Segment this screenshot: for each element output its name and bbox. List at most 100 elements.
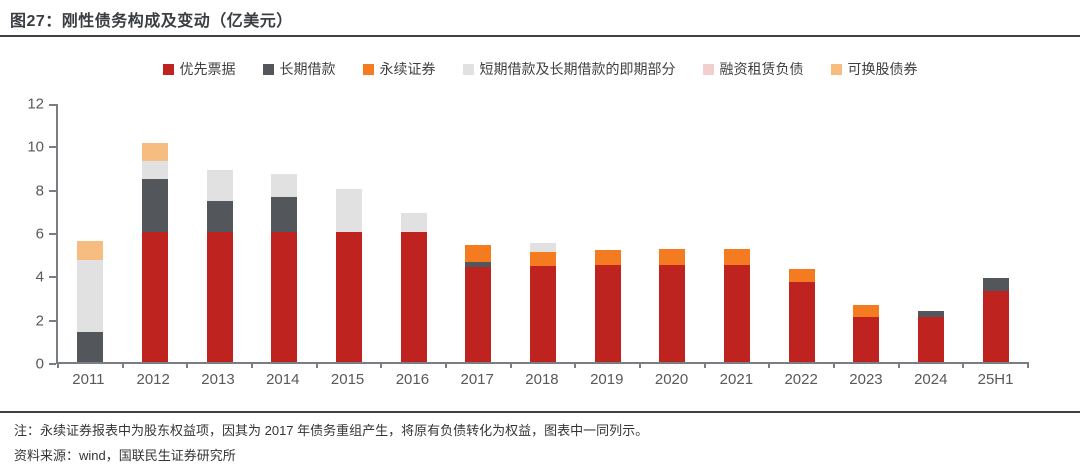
bar-slot xyxy=(511,242,576,362)
y-axis-tick-label: 12 xyxy=(27,95,44,113)
x-axis-tick xyxy=(833,362,835,368)
legend-item: 可换股债券 xyxy=(830,59,918,79)
legend-swatch-icon xyxy=(462,63,474,75)
x-axis-label: 2022 xyxy=(784,371,818,388)
x-axis-tick xyxy=(768,362,771,368)
x-axis-label: 2015 xyxy=(330,371,365,388)
y-axis-tick xyxy=(49,146,56,149)
bar-stack xyxy=(853,304,880,362)
bar-stack xyxy=(659,249,686,362)
legend-swatch-icon xyxy=(702,63,714,75)
bar-stack xyxy=(918,311,945,362)
x-axis-tick xyxy=(509,362,512,368)
bar-slot xyxy=(640,249,705,362)
bar-segment xyxy=(400,232,427,362)
bar-slot xyxy=(187,170,252,362)
bar-segment xyxy=(724,249,751,265)
bar-stack xyxy=(77,240,104,362)
y-axis-tick-label: 0 xyxy=(35,355,44,373)
y-axis-tick xyxy=(49,104,56,106)
bar-segment xyxy=(77,240,104,261)
legend-label: 长期借款 xyxy=(279,61,336,77)
bar-slot xyxy=(58,240,123,362)
x-axis-label: 2018 xyxy=(525,371,559,388)
x-axis-label: 2021 xyxy=(719,371,754,388)
bar-segment xyxy=(271,232,298,362)
bar-segment xyxy=(336,232,363,362)
legend-item: 短期借款及长期借款的即期部分 xyxy=(462,59,676,79)
bar-segment xyxy=(336,188,363,232)
x-axis-label: 2024 xyxy=(914,371,948,388)
bar-segment xyxy=(982,290,1009,362)
bar-segment xyxy=(530,251,557,266)
legend-swatch-icon xyxy=(162,63,174,75)
bar-slot xyxy=(963,277,1028,362)
bar-slot xyxy=(705,249,770,362)
bar-segment xyxy=(465,266,492,362)
bar-segment xyxy=(982,277,1009,291)
bar-segment xyxy=(659,249,686,265)
x-axis-tick xyxy=(121,362,124,368)
legend-item: 优先票据 xyxy=(162,59,236,79)
bar-segment xyxy=(659,264,686,362)
x-axis-tick xyxy=(315,362,318,368)
bar-slots xyxy=(58,104,1028,362)
legend-item: 融资租赁负债 xyxy=(702,59,804,79)
bar-segment xyxy=(142,178,168,232)
bar-segment xyxy=(918,316,945,362)
bar-segment xyxy=(853,316,880,362)
bar-slot xyxy=(446,245,511,362)
x-axis-label: 2017 xyxy=(460,371,494,388)
note-text: 注：永续证券报表中为股东权益项，因其为 2017 年债务重组产生，将原有负债转化… xyxy=(14,423,649,438)
bar-stack xyxy=(724,249,751,362)
x-axis-tick xyxy=(186,362,189,368)
bar-slot xyxy=(123,143,188,362)
bar-segment xyxy=(206,232,233,362)
bar-segment xyxy=(594,250,621,265)
y-axis-tick xyxy=(49,233,56,235)
legend-item: 长期借款 xyxy=(262,59,336,79)
bar-slot xyxy=(575,250,640,362)
bar-stack xyxy=(465,245,492,362)
x-axis-tick xyxy=(897,362,900,368)
legend-label: 优先票据 xyxy=(179,61,236,77)
legend-swatch-icon xyxy=(262,63,274,75)
x-axis-label: 2016 xyxy=(395,371,430,388)
bar-segment xyxy=(206,170,233,201)
y-axis-tick-label: 10 xyxy=(27,138,44,156)
y-axis-tick-label: 2 xyxy=(35,312,44,330)
x-axis-labels: 2011 2012 2013 2014 2015 2016 2017 2018 2019 2020… xyxy=(56,371,1028,388)
x-axis-tick xyxy=(251,362,253,368)
title-rule xyxy=(0,35,1080,37)
bar-segment xyxy=(142,143,168,161)
bar-segment xyxy=(465,245,492,263)
x-axis-tick xyxy=(1027,362,1029,368)
source-text: 资料来源：wind，国联民生证券研究所 xyxy=(14,448,236,464)
x-axis-tick xyxy=(962,362,965,368)
legend-swatch-icon xyxy=(830,63,842,75)
bar-stack xyxy=(982,277,1009,362)
legend-label: 永续证券 xyxy=(379,61,436,77)
legend: 优先票据 长期借款 永续证券 短期借款及长期借款的即期部分 融资租赁负债 可换股债券 xyxy=(0,59,1080,79)
bar-stack xyxy=(788,268,815,362)
legend-label: 短期借款及长期借款的即期部分 xyxy=(479,61,676,77)
bar-stack xyxy=(336,188,363,362)
legend-label: 可换股债券 xyxy=(847,61,918,77)
x-axis-label: 2020 xyxy=(654,371,689,388)
x-axis-label: 2013 xyxy=(201,371,235,388)
bar-slot xyxy=(252,173,317,362)
x-axis-tick xyxy=(703,362,706,368)
bar-segment xyxy=(77,260,104,332)
bar-stack xyxy=(530,242,557,362)
plot-column: 2011 2012 2013 2014 2015 2016 2017 2018 2019 2020… xyxy=(49,104,1029,388)
x-axis-label: 2014 xyxy=(266,371,300,388)
bar-stack xyxy=(142,143,168,362)
bar-segment xyxy=(271,173,298,198)
bar-stack xyxy=(271,173,298,362)
legend-item: 永续证券 xyxy=(362,59,436,79)
bar-segment xyxy=(530,242,557,252)
bar-segment xyxy=(788,281,815,362)
bar-segment xyxy=(77,331,104,362)
x-axis-tick xyxy=(445,362,447,368)
